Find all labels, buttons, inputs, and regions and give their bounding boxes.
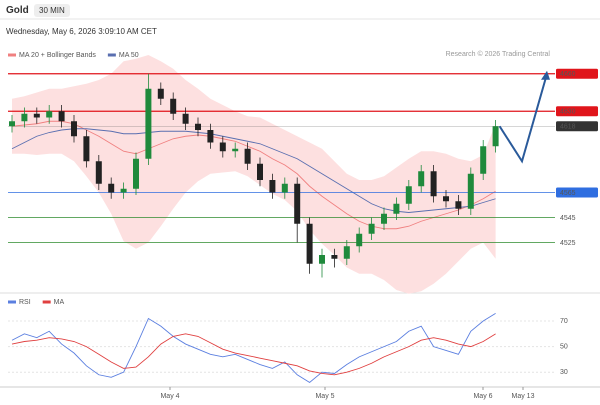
candle-body — [120, 188, 127, 193]
legend-label: MA — [54, 299, 65, 306]
candle-body — [356, 233, 363, 247]
level-label: 4565 — [560, 190, 576, 197]
timestamp: Wednesday, May 6, 2026 3:09:10 AM CET — [6, 27, 157, 36]
candle-body — [393, 203, 400, 214]
candle-body — [108, 183, 115, 193]
legend-swatch — [107, 53, 116, 57]
candle-body — [455, 201, 462, 209]
candle-body — [331, 255, 338, 259]
candle-body — [281, 183, 288, 193]
candle-body — [480, 146, 487, 174]
x-tick-label: May 5 — [315, 393, 334, 400]
rsi-line — [11, 333, 496, 376]
candle-body — [244, 148, 251, 164]
candle-body — [269, 180, 276, 193]
level-label: 4660 — [560, 71, 576, 78]
level-label: 4618 — [560, 124, 576, 131]
y-tick-label: 30 — [560, 369, 568, 376]
level-label-box — [556, 68, 598, 79]
level-label: 4525 — [560, 240, 576, 247]
candle-body — [294, 183, 301, 224]
candle-body — [71, 121, 77, 137]
level-label: 4630 — [560, 109, 576, 116]
y-tick-label: 50 — [560, 343, 568, 350]
candle-body — [319, 255, 325, 264]
legend-label: MA 50 — [119, 52, 139, 59]
y-tick-label: 70 — [560, 318, 568, 325]
candle-body — [467, 173, 474, 209]
candle-body — [21, 113, 28, 122]
x-tick-label: May 6 — [473, 393, 492, 400]
forecast-line — [498, 73, 548, 164]
candle-body — [207, 130, 214, 143]
candle-body — [182, 113, 189, 124]
candle-body — [58, 111, 65, 122]
candle-body — [343, 246, 350, 259]
level-label: 4545 — [560, 215, 576, 222]
x-tick-label: May 4 — [160, 393, 179, 400]
candle-body — [33, 113, 40, 118]
candle-body — [145, 88, 152, 159]
ma50-line — [11, 128, 496, 213]
candle-body — [83, 136, 90, 162]
x-tick-label: May 13 — [512, 393, 535, 400]
rsi-line — [11, 312, 496, 383]
candle-body — [257, 163, 263, 180]
level-label-box — [556, 121, 598, 132]
candle-body — [443, 196, 449, 202]
candle-body — [368, 223, 375, 234]
candle-body — [381, 213, 387, 224]
candle-body — [195, 123, 201, 130]
candle-body — [95, 161, 102, 184]
candle-body — [157, 88, 164, 99]
candle-body — [232, 148, 239, 152]
bollinger-band — [12, 55, 496, 294]
legend-swatch — [8, 300, 16, 304]
credit: Research © 2026 Trading Central — [445, 51, 550, 58]
candle-body — [306, 223, 313, 264]
candle-body — [492, 126, 499, 147]
ma20-line — [11, 120, 496, 230]
interval[interactable]: 30 MIN — [34, 4, 70, 17]
level-label-box — [556, 187, 598, 198]
candle-body — [405, 186, 412, 204]
forecast-arrowhead — [541, 70, 550, 80]
candle-body — [219, 142, 226, 152]
candle-body — [170, 98, 177, 114]
legend-label: MA 20 + Bollinger Bands — [19, 52, 96, 59]
candle-body — [46, 111, 53, 118]
candle-body — [418, 171, 425, 187]
symbol: Gold — [6, 5, 29, 16]
level-label-box — [556, 106, 598, 117]
candle-body — [430, 171, 437, 197]
legend-swatch — [42, 300, 51, 304]
legend-label: RSI — [19, 299, 31, 306]
candle-body — [133, 158, 139, 189]
candle-body — [9, 121, 15, 127]
legend-swatch — [8, 53, 16, 57]
